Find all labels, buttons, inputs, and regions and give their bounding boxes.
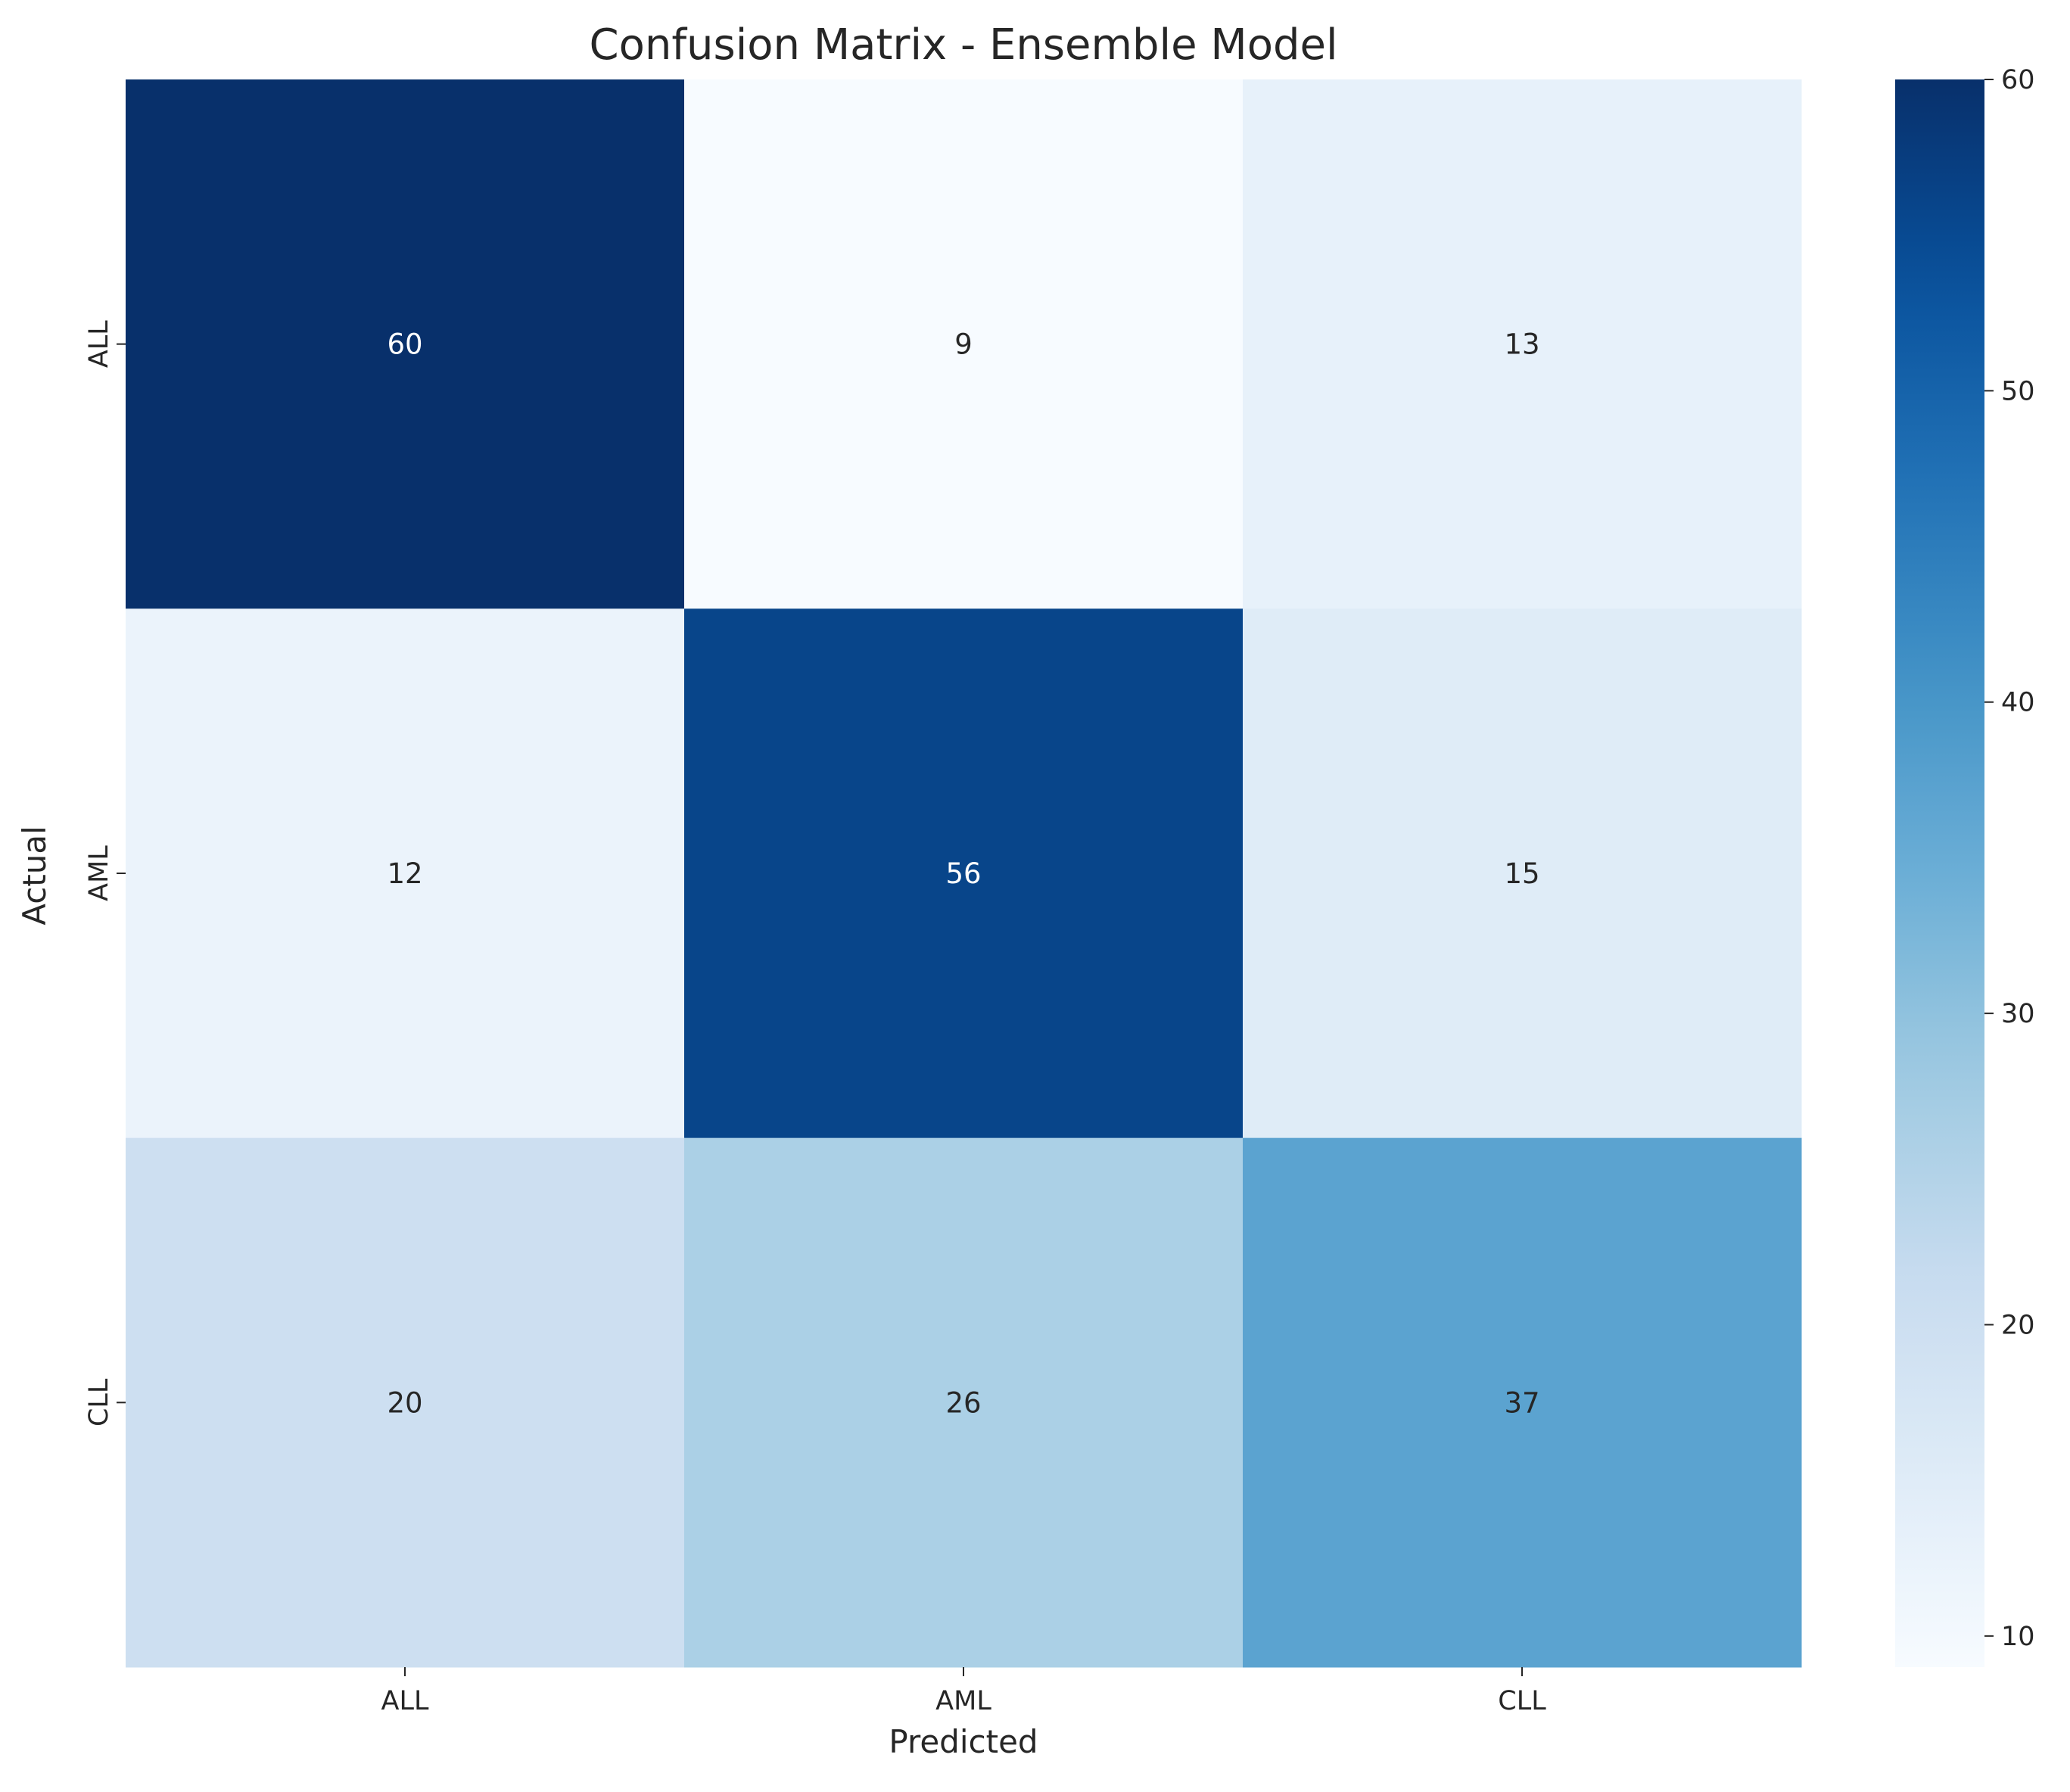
colorbar-tick-label: 10: [2001, 1622, 2035, 1652]
x-tick-label: CLL: [1498, 1686, 1546, 1716]
cell-value-AML-CLL: 15: [1504, 857, 1539, 890]
cell-value-CLL-AML: 26: [945, 1386, 981, 1419]
y-axis-label: Actual: [16, 826, 53, 926]
cell-value-ALL-CLL: 13: [1504, 328, 1539, 361]
chart-title: Confusion Matrix - Ensemble Model: [589, 20, 1337, 70]
y-tick-label: ALL: [84, 320, 114, 368]
heatmap-cells: 60 9 13 12 56 15 20 26 37: [126, 79, 1802, 1668]
x-axis-label: Predicted: [889, 1723, 1038, 1760]
cell-value-ALL-AML: 9: [954, 328, 973, 361]
cell-CLL-CLL: [1243, 1137, 1802, 1668]
cell-ALL-CLL: [1243, 79, 1802, 609]
colorbar-tick-label: 50: [2001, 376, 2035, 406]
x-tick-label: ALL: [381, 1686, 429, 1716]
y-tick-label: AML: [84, 845, 114, 901]
cell-CLL-AML: [684, 1137, 1244, 1668]
cell-value-AML-ALL: 12: [387, 857, 422, 890]
cell-value-CLL-CLL: 37: [1504, 1386, 1539, 1419]
colorbar: [1895, 79, 1984, 1667]
colorbar-tick-label: 60: [2001, 65, 2035, 95]
cell-ALL-ALL: [126, 79, 685, 609]
cell-value-CLL-ALL: 20: [387, 1386, 422, 1419]
cell-AML-AML: [684, 608, 1244, 1139]
colorbar-tick-label: 20: [2001, 1310, 2035, 1340]
cell-AML-ALL: [126, 608, 685, 1139]
y-tick-label: CLL: [84, 1378, 114, 1426]
cell-AML-CLL: [1243, 608, 1802, 1139]
y-axis: ALL AML CLL: [84, 320, 126, 1426]
colorbar-axis: 10 20 30 40 50 60: [1984, 65, 2035, 1652]
cell-CLL-ALL: [126, 1137, 685, 1668]
cell-value-AML-AML: 56: [945, 857, 981, 890]
x-axis: ALL AML CLL: [381, 1667, 1546, 1716]
colorbar-tick-label: 40: [2001, 688, 2035, 718]
cell-ALL-AML: [684, 79, 1244, 609]
cell-value-ALL-ALL: 60: [387, 328, 422, 361]
colorbar-tick-label: 30: [2001, 999, 2035, 1029]
x-tick-label: AML: [935, 1686, 991, 1716]
